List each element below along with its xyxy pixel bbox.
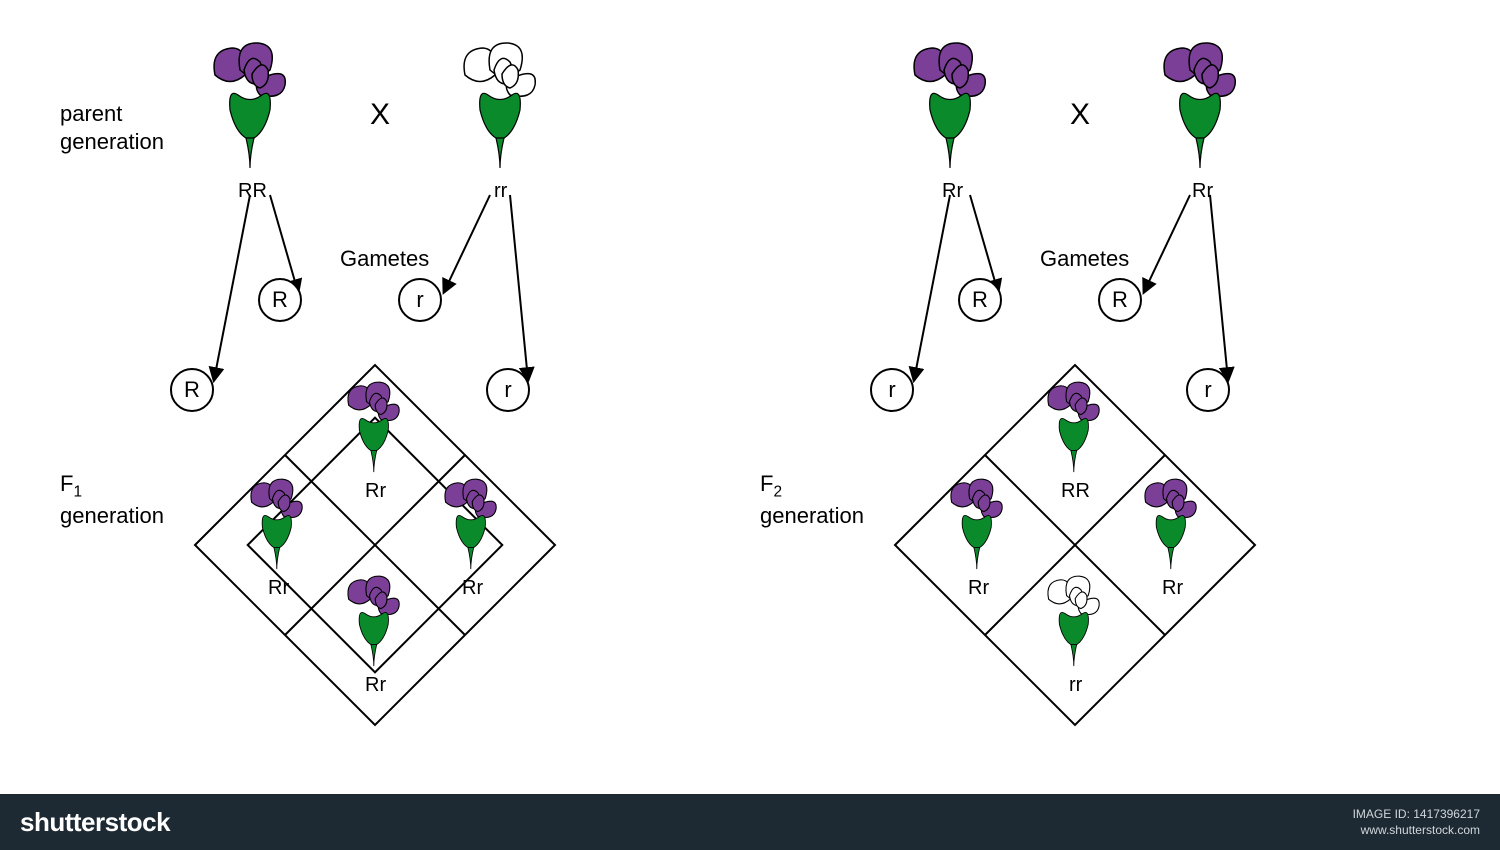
- brand-label: shutterstock: [20, 807, 170, 838]
- parent-genotype: rr: [494, 180, 507, 203]
- parent-flower: [210, 40, 290, 170]
- gamete-r: r: [1186, 368, 1230, 412]
- cell-genotype: Rr: [1162, 577, 1183, 600]
- cell-genotype: rr: [1069, 674, 1082, 697]
- cell-flower: [345, 380, 403, 474]
- parent-genotype: Rr: [942, 180, 963, 203]
- gamete-R: R: [170, 368, 214, 412]
- cell-genotype: Rr: [365, 480, 386, 503]
- gamete-r: r: [398, 278, 442, 322]
- footer: shutterstock IMAGE ID: 1417396217 www.sh…: [0, 794, 1500, 850]
- cell-flower: [948, 477, 1006, 571]
- cell-genotype: RR: [1061, 480, 1090, 503]
- parent-genotype: RR: [238, 180, 267, 203]
- cell-flower: [1045, 380, 1103, 474]
- gamete-r: r: [486, 368, 530, 412]
- parent-flower: [1160, 40, 1240, 170]
- cell-genotype: Rr: [462, 577, 483, 600]
- gamete-R: R: [258, 278, 302, 322]
- cell-flower: [248, 477, 306, 571]
- footer-meta: IMAGE ID: 1417396217 www.shutterstock.co…: [1353, 806, 1480, 838]
- gamete-R: R: [958, 278, 1002, 322]
- cell-flower: [1045, 574, 1103, 668]
- cell-flower: [1142, 477, 1200, 571]
- gamete-R: R: [1098, 278, 1142, 322]
- cell-flower: [345, 574, 403, 668]
- parent-flower: [910, 40, 990, 170]
- parent-flower: [460, 40, 540, 170]
- gamete-r: r: [870, 368, 914, 412]
- cell-genotype: Rr: [268, 577, 289, 600]
- cell-flower: [442, 477, 500, 571]
- cell-genotype: Rr: [365, 674, 386, 697]
- parent-genotype: Rr: [1192, 180, 1213, 203]
- cell-genotype: Rr: [968, 577, 989, 600]
